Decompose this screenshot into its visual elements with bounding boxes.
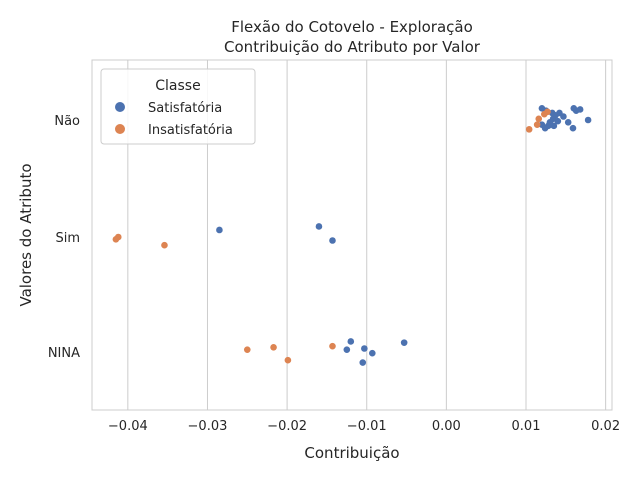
legend-marker-insatisfatoria <box>115 124 125 134</box>
plot-frame <box>91 59 613 411</box>
data-point-satisfatoria <box>584 116 592 124</box>
chart-subtitle: Contribuição do Atributo por Valor <box>224 38 481 56</box>
data-point-insatisfatoria <box>541 110 548 118</box>
data-point-satisfatoria <box>554 117 562 125</box>
data-points <box>112 105 592 366</box>
data-point-satisfatoria <box>216 226 223 234</box>
data-point-satisfatoria <box>369 349 376 357</box>
data-point-satisfatoria <box>359 359 367 366</box>
data-point-satisfatoria <box>572 107 580 114</box>
x-tick-label: 0.02 <box>591 419 620 434</box>
data-point-insatisfatoria <box>533 121 541 128</box>
data-point-insatisfatoria <box>243 346 251 353</box>
y-tick-labels: Não Sim NINA <box>48 114 80 361</box>
x-tick-label: −0.02 <box>267 419 307 434</box>
data-point-satisfatoria <box>560 113 567 120</box>
data-point-satisfatoria <box>550 122 558 130</box>
legend-label-insatisfatoria: Insatisfatória <box>148 123 233 138</box>
legend-marker-satisfatoria <box>115 102 125 112</box>
data-point-satisfatoria <box>569 124 577 132</box>
data-point-satisfatoria <box>329 237 336 244</box>
data-point-satisfatoria <box>400 339 408 346</box>
x-tick-label: −0.01 <box>347 419 387 434</box>
legend-title: Classe <box>155 78 200 94</box>
legend-box <box>100 68 256 145</box>
y-tick-label: Sim <box>55 231 80 246</box>
x-tick-label: −0.04 <box>108 419 148 434</box>
x-tick-labels: −0.04 −0.03 −0.02 −0.01 0.00 0.01 0.02 <box>108 419 620 434</box>
data-point-satisfatoria <box>541 124 549 132</box>
data-point-insatisfatoria <box>329 342 336 350</box>
data-point-insatisfatoria <box>161 241 168 249</box>
data-point-satisfatoria <box>361 345 368 352</box>
y-tick-label: Não <box>54 114 80 129</box>
chart-title: Flexão do Cotovelo - Exploração <box>231 18 473 36</box>
data-point-insatisfatoria <box>112 236 120 243</box>
data-point-satisfatoria <box>315 223 323 230</box>
x-axis-label: Contribuição <box>304 444 399 462</box>
x-tick-label: −0.03 <box>188 419 228 434</box>
x-tick-label: 0.01 <box>512 419 541 434</box>
legend-label-satisfatoria: Satisfatória <box>148 101 222 116</box>
data-point-satisfatoria <box>347 338 355 345</box>
y-axis-label: Valores do Atributo <box>17 163 35 306</box>
data-point-satisfatoria <box>564 119 572 126</box>
legend: Classe Satisfatória Insatisfatória <box>100 68 256 145</box>
data-point-insatisfatoria <box>270 344 277 351</box>
x-tick-label: 0.00 <box>432 419 461 434</box>
data-point-insatisfatoria <box>535 115 543 123</box>
data-point-satisfatoria <box>343 346 351 353</box>
y-tick-label: NINA <box>48 346 80 361</box>
data-point-insatisfatoria <box>284 356 292 364</box>
data-point-insatisfatoria <box>525 126 533 133</box>
